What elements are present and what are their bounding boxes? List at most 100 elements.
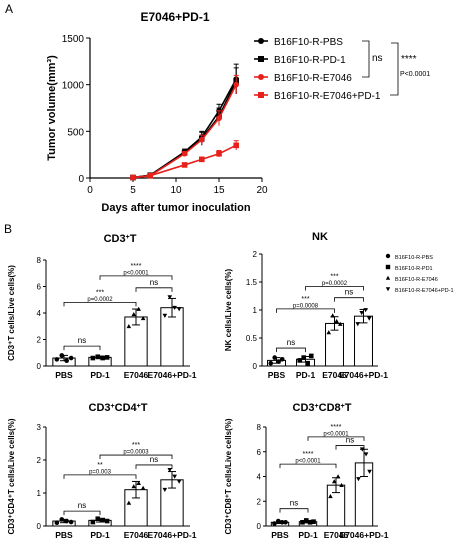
data-point [337, 321, 343, 326]
y-tick-label: 6 [257, 448, 262, 457]
data-point [100, 517, 105, 523]
data-point [104, 518, 110, 524]
x-tick-label: 15 [213, 185, 225, 196]
x-category-label: E7046 [322, 370, 347, 380]
data-point [68, 519, 74, 525]
panel-a-letter: A [5, 2, 13, 16]
legend-marker [385, 287, 391, 292]
y-tick-label: 8 [257, 423, 262, 432]
data-point [363, 308, 368, 313]
significance-stars: *** [301, 296, 309, 303]
x-category-label: E7046+PD-1 [148, 370, 197, 380]
legend-label: B16F10-R-E7046 [395, 277, 438, 283]
y-tick-label: 0 [253, 362, 258, 371]
comparison-bracket [335, 445, 365, 450]
data-point [301, 355, 307, 360]
x-category-label: E7046+PD-1 [339, 370, 388, 380]
p-value-label: p<0.0001 [323, 431, 349, 437]
y-axis-label: CD3⁺CD4⁺T cells/Live cells(%) [7, 418, 16, 534]
panel-b-letter: B [4, 222, 12, 236]
comparison-bracket [63, 345, 101, 351]
x-tick-label: 10 [170, 185, 182, 196]
data-point [136, 306, 141, 311]
ns-label: ns [287, 338, 295, 347]
ns-label: ns [345, 288, 353, 297]
legend-label: B16F10-R-E7046 [274, 73, 352, 84]
data-point [305, 360, 310, 366]
y-tick-label: 4 [257, 473, 262, 482]
p-value-label: p=0.0002 [322, 281, 348, 287]
y-tick-label: 4 [37, 309, 42, 318]
data-point [356, 477, 361, 482]
p-value-label: p=0.0002 [87, 297, 113, 303]
significance-stars: **** [401, 54, 417, 65]
x-category-label: E7046+PD-1 [340, 530, 389, 540]
y-axis-label: Tumor volume(mm³) [46, 55, 58, 161]
data-point [272, 521, 277, 526]
p-value-label: p=0.0003 [123, 450, 149, 456]
data-point [95, 354, 101, 360]
data-point [181, 150, 188, 157]
data-point [326, 330, 332, 335]
comparison-bracket [307, 436, 365, 441]
data-point [167, 468, 173, 473]
data-point [366, 316, 372, 321]
legend-label: B16F10-R-E7046+PD-1 [395, 288, 454, 294]
legend-label: B16F10-R-E7046+PD-1 [274, 91, 381, 102]
legend-marker [258, 74, 264, 80]
data-point [54, 520, 60, 525]
y-tick-label: 2 [257, 497, 262, 506]
significance-stars: **** [303, 451, 314, 458]
ns-label: ns [78, 501, 86, 510]
data-point [54, 357, 60, 362]
comparison-bracket [99, 454, 173, 460]
comparison-bracket [135, 464, 173, 469]
data-point [59, 517, 65, 522]
data-point [100, 355, 105, 361]
data-point [199, 136, 205, 143]
y-tick-label: 1.5 [246, 278, 258, 287]
x-category-label: E7046 [324, 530, 349, 540]
y-tick-label: 2 [37, 456, 42, 465]
ns-bracket [362, 40, 370, 78]
comparison-bracket [279, 508, 309, 513]
x-category-label: E7046+PD-1 [148, 530, 197, 540]
data-point [367, 469, 372, 474]
data-point [64, 358, 69, 364]
data-point [176, 307, 182, 312]
y-tick-label: 1 [37, 489, 42, 498]
legend-label: B16F10-R-PBS [274, 37, 343, 48]
y-tick-label: 1000 [62, 81, 85, 92]
legend-label: B16F10-R-PD1 [395, 266, 433, 272]
data-point [172, 474, 177, 479]
y-tick-label: 1 [253, 306, 258, 315]
data-point [64, 518, 69, 524]
data-point [283, 519, 288, 525]
data-point [199, 156, 205, 163]
comparison-bracket [305, 286, 364, 291]
y-tick-label: 0.5 [246, 334, 258, 343]
significance-stars: *** [132, 442, 140, 449]
x-category-label: PBS [55, 370, 73, 380]
data-point [307, 519, 313, 525]
data-point [272, 355, 278, 360]
series-line [132, 144, 237, 179]
data-point [328, 494, 333, 499]
legend-label: B16F10-R-PD-1 [274, 55, 346, 66]
data-point [359, 447, 365, 452]
significance-stars: **** [331, 424, 342, 431]
y-tick-label: 0 [37, 362, 42, 371]
y-axis-label: CD3⁺CD8⁺T cells/Live cells(%) [224, 418, 233, 534]
data-point [162, 487, 168, 492]
x-category-label: PD-1 [298, 530, 318, 540]
p-value-label: p=0.003 [89, 469, 112, 475]
y-tick-label: 2 [37, 336, 42, 345]
data-point [279, 519, 285, 525]
data-point [68, 355, 74, 361]
y-tick-label: 1500 [62, 34, 85, 45]
comparison-bracket [276, 308, 335, 313]
data-point [176, 479, 182, 484]
chart-title: CD3+CD8+T [293, 402, 352, 414]
legend-marker [258, 38, 264, 44]
